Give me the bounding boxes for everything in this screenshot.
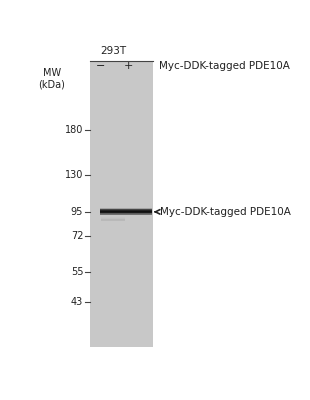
Bar [100,210,152,211]
Bar [100,212,152,213]
Bar [100,209,152,210]
Text: Myc-DDK-tagged PDE10A: Myc-DDK-tagged PDE10A [159,62,290,72]
Bar [101,218,125,219]
Bar [100,211,152,212]
Text: 95: 95 [71,207,83,217]
Bar [101,218,125,219]
Bar [100,210,152,211]
Bar [101,220,125,221]
Text: 293T: 293T [100,46,126,56]
Bar [100,211,152,212]
Text: +: + [124,62,134,72]
Bar [100,210,152,211]
Bar [100,214,152,215]
Text: Myc-DDK-tagged PDE10A: Myc-DDK-tagged PDE10A [160,207,291,217]
Text: MW
(kDa): MW (kDa) [38,68,65,90]
Text: 180: 180 [65,125,83,135]
Bar [100,212,152,213]
Text: 72: 72 [71,232,83,242]
Bar [100,213,152,214]
Bar [91,62,153,347]
Text: 43: 43 [71,297,83,307]
Text: −: − [96,62,105,72]
Bar [100,211,152,212]
Bar [101,219,125,220]
Text: 130: 130 [65,170,83,180]
Bar [100,209,152,210]
Bar [100,212,152,213]
Bar [100,214,152,215]
Bar [101,217,125,218]
Bar [100,213,152,214]
Bar [101,217,125,218]
Text: 55: 55 [71,267,83,277]
Bar [101,219,125,220]
Bar [100,213,152,214]
Bar [100,208,152,209]
